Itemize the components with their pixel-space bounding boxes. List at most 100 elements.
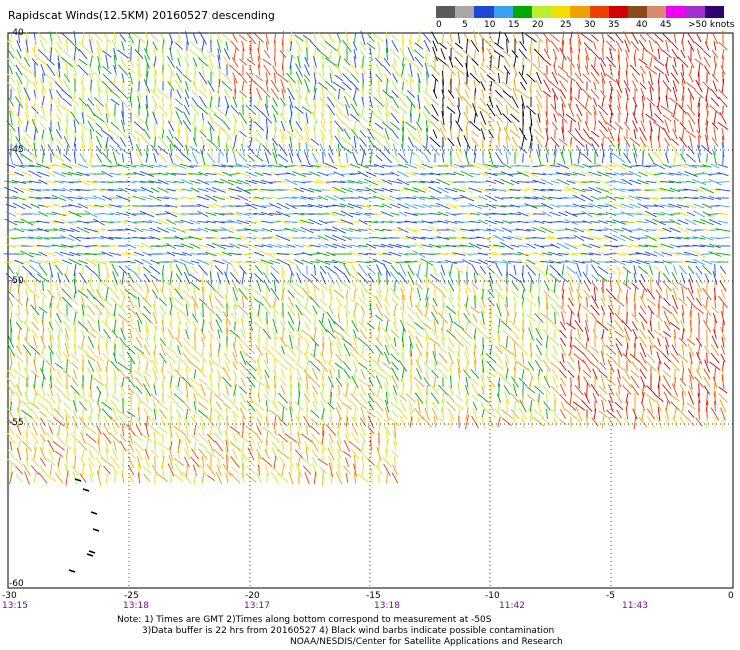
colorbar-swatch — [512, 6, 533, 18]
wind-barb — [53, 220, 65, 224]
wind-barb — [24, 56, 30, 68]
wind-barb — [485, 180, 497, 184]
wind-barb — [350, 103, 360, 117]
wind-barb — [325, 211, 337, 217]
wind-barb — [320, 120, 326, 132]
wind-barb — [612, 219, 626, 225]
wind-barb — [459, 244, 475, 248]
wind-barb — [140, 242, 154, 250]
wind-barb — [73, 65, 77, 75]
wind-barb — [669, 97, 681, 107]
wind-barb — [459, 194, 475, 202]
wind-barb — [149, 164, 161, 168]
wind-barb — [362, 87, 364, 101]
wind-barb — [157, 219, 169, 225]
wind-barb — [430, 180, 440, 184]
wind-barb — [481, 57, 485, 67]
wind-barb — [289, 136, 293, 148]
wind-barb — [705, 110, 709, 126]
wind-barb — [375, 73, 383, 83]
wind-barb — [357, 163, 369, 169]
wind-barb — [348, 228, 362, 232]
wind-barb — [657, 145, 661, 155]
wind-barb — [12, 244, 26, 248]
wind-barb — [653, 181, 665, 183]
wind-barb — [5, 211, 17, 217]
wind-barb — [525, 188, 537, 192]
wind-barb — [640, 120, 646, 132]
wind-barb — [266, 311, 268, 325]
wind-barb — [437, 186, 449, 194]
wind-barb — [388, 229, 402, 231]
wind-barb — [506, 296, 508, 308]
wind-barb — [300, 195, 314, 201]
wind-barb — [198, 89, 208, 99]
wind-barb — [633, 128, 637, 140]
wind-barb — [633, 104, 637, 116]
wind-barb — [51, 211, 67, 217]
wind-barb — [455, 151, 463, 165]
wind-barb — [133, 121, 145, 131]
wind-barb — [201, 39, 205, 53]
wind-barb — [702, 164, 712, 168]
wind-barb — [164, 210, 178, 218]
wind-barb — [475, 228, 491, 232]
wind-barb — [171, 173, 187, 175]
wind-barb — [265, 41, 269, 51]
wind-barb — [125, 187, 137, 193]
wind-barb — [479, 73, 487, 83]
wind-barb — [116, 212, 130, 216]
wind-barb — [184, 89, 190, 99]
wind-barb — [110, 129, 120, 139]
wind-barb — [335, 112, 343, 124]
wind-barb — [575, 81, 583, 91]
wind-barb — [247, 154, 255, 162]
wind-barb — [113, 47, 117, 61]
wind-barb — [88, 72, 94, 84]
wind-barb — [89, 152, 93, 164]
wind-barb — [630, 41, 640, 51]
wind-barb — [185, 81, 189, 91]
colorbar-swatch — [474, 6, 494, 18]
wind-barb — [329, 72, 333, 84]
wind-barb — [638, 171, 648, 177]
wind-barb — [212, 164, 226, 168]
wind-barb — [228, 145, 242, 155]
wind-barb — [276, 202, 290, 210]
wind-barb — [464, 81, 470, 91]
wind-barb — [341, 121, 353, 131]
wind-barb — [20, 250, 34, 258]
wind-barb — [214, 121, 224, 131]
wind-barb — [716, 181, 730, 183]
wind-barb — [374, 97, 384, 107]
wind-barb — [572, 203, 586, 209]
wind-barb — [602, 48, 604, 60]
wind-barb — [406, 197, 416, 199]
wind-barb — [635, 164, 651, 168]
wind-barb — [312, 65, 318, 75]
wind-barb — [292, 220, 306, 224]
wind-barb — [524, 203, 538, 209]
wind-barb — [132, 189, 146, 191]
wind-barb — [383, 135, 391, 149]
wind-barb — [461, 213, 473, 215]
wind-barb — [457, 113, 461, 123]
wind-barb — [230, 40, 240, 52]
wind-barb — [460, 205, 474, 207]
wind-barb — [13, 227, 25, 233]
wind-barb — [689, 94, 693, 110]
wind-barb — [61, 172, 73, 176]
wind-barb — [582, 220, 592, 224]
wind-barb — [705, 128, 709, 140]
wind-barb — [681, 87, 685, 101]
wind-barb — [65, 265, 69, 275]
wind-barb — [104, 120, 110, 132]
wind-barb — [54, 180, 64, 184]
wind-barb — [9, 65, 13, 75]
wind-barb — [214, 105, 224, 115]
wind-barb — [40, 63, 46, 77]
wind-barb — [174, 235, 184, 241]
wind-barb — [15, 64, 23, 76]
wind-barb — [85, 197, 97, 199]
wind-barb — [28, 196, 42, 200]
